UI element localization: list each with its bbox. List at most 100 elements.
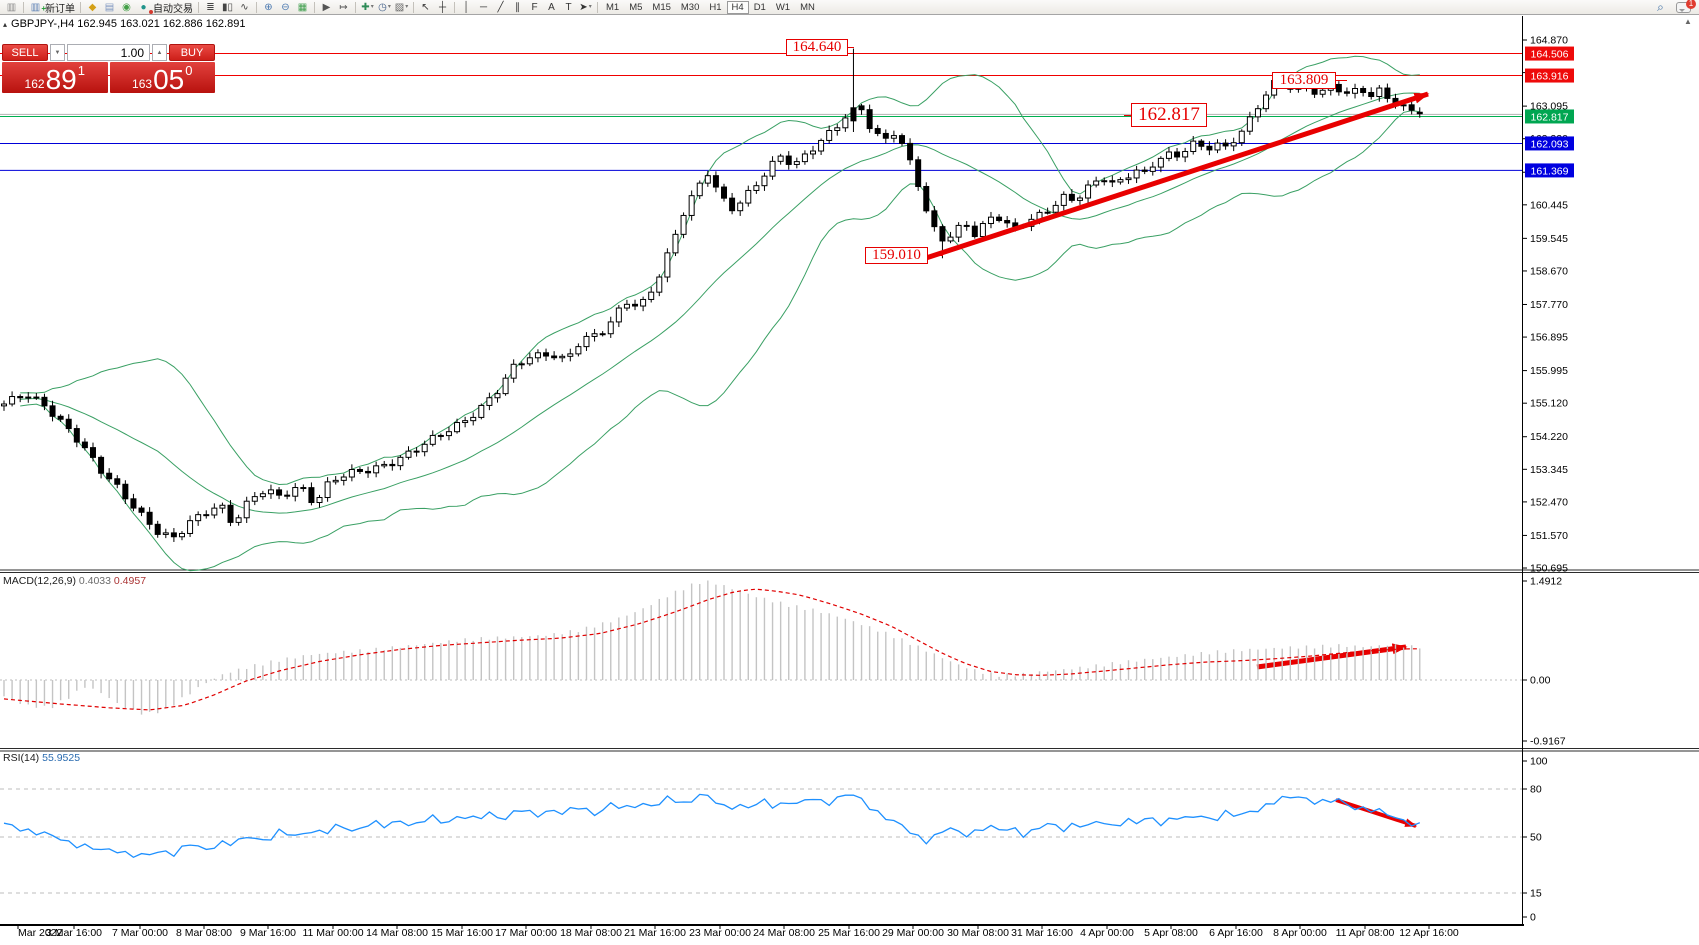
cursor-icon[interactable]: ↖: [421, 1, 430, 13]
svg-text:50: 50: [1530, 832, 1542, 844]
crosshair-icon[interactable]: ┼: [438, 1, 447, 13]
annotation-159010[interactable]: 159.010: [865, 247, 928, 264]
trend-arrows[interactable]: [925, 91, 1430, 828]
svg-text:162.093: 162.093: [1531, 138, 1569, 150]
pane-frame: [0, 16, 1699, 926]
svg-text:21 Mar 16:00: 21 Mar 16:00: [624, 927, 686, 939]
new-order-icon-label[interactable]: 新订单: [45, 3, 75, 15]
svg-text:159.545: 159.545: [1530, 233, 1568, 245]
svg-text:164.870: 164.870: [1530, 35, 1568, 47]
text-icon[interactable]: A: [548, 1, 555, 13]
ask-price-panel[interactable]: 163 05 0: [109, 62, 215, 93]
svg-text:153.345: 153.345: [1530, 464, 1568, 476]
indicators-icon[interactable]: ✚ ▾: [361, 1, 374, 13]
signals-icon[interactable]: ◉: [122, 1, 131, 13]
svg-text:14 Mar 08:00: 14 Mar 08:00: [366, 927, 428, 939]
macd-label: MACD(12,26,9) 0.4033 0.4957: [3, 575, 147, 587]
macd-main-value: 0.4033: [78, 575, 111, 587]
notifications-icon[interactable]: 1: [1675, 0, 1696, 14]
svg-text:155.120: 155.120: [1530, 398, 1568, 410]
hline-icon[interactable]: ─: [479, 1, 488, 13]
fibonacci-icon[interactable]: F: [531, 1, 538, 13]
bid-pips: 89: [45, 64, 77, 94]
volume-up-stepper[interactable]: ▲: [152, 44, 167, 61]
timeframe-m5[interactable]: M5: [629, 1, 643, 13]
volume-input[interactable]: 1.00: [67, 44, 150, 61]
rsi-pane: [0, 788, 1522, 894]
svg-text:9 Mar 16:00: 9 Mar 16:00: [240, 927, 296, 939]
svg-text:160.445: 160.445: [1530, 199, 1568, 211]
svg-text:Mar 2022: Mar 2022: [18, 927, 63, 939]
trendline-icon[interactable]: ╱: [497, 1, 504, 13]
channel-icon[interactable]: ∥: [515, 1, 520, 13]
notification-badge: 1: [1686, 0, 1696, 9]
chart-window-icon[interactable]: ▥: [6, 1, 17, 13]
annotation-162817[interactable]: 162.817: [1131, 103, 1207, 127]
svg-text:5 Apr 08:00: 5 Apr 08:00: [1144, 927, 1198, 939]
chart-shift-icon[interactable]: ↦: [339, 1, 348, 13]
rsi-label: RSI(14) 55.9525: [3, 752, 81, 764]
tile-windows-icon[interactable]: ▦: [297, 1, 308, 13]
timeframe-h4[interactable]: H4: [726, 0, 749, 14]
svg-text:158.670: 158.670: [1530, 265, 1568, 277]
candles-icon[interactable]: ▮▯: [221, 1, 233, 13]
line-chart-icon[interactable]: ∿: [240, 1, 249, 13]
svg-text:161.369: 161.369: [1531, 165, 1569, 177]
svg-text:15 Mar 16:00: 15 Mar 16:00: [431, 927, 493, 939]
templates-icon[interactable]: ▨ ▾: [394, 1, 409, 13]
macd-pane: [0, 580, 1522, 715]
svg-text:155.995: 155.995: [1530, 365, 1568, 377]
timeframe-m1[interactable]: M1: [606, 1, 620, 13]
market-watch-icon[interactable]: ◆: [88, 1, 97, 13]
price-badges: 164.506 163.916 162.817 162.093 161.369: [1525, 46, 1574, 178]
arrows-icon[interactable]: ➤ ▾: [579, 1, 592, 13]
ohlc-bars-icon[interactable]: ≣: [206, 1, 215, 13]
timeframe-w1[interactable]: W1: [775, 1, 791, 13]
timeframe-h1[interactable]: H1: [709, 1, 722, 13]
svg-text:18 Mar 08:00: 18 Mar 08:00: [560, 927, 622, 939]
ask-whole: 163: [132, 77, 153, 91]
zoom-out-icon[interactable]: ⊖: [281, 1, 290, 13]
svg-text:7 Mar 00:00: 7 Mar 00:00: [112, 927, 168, 939]
ask-frac: 0: [185, 63, 193, 78]
timeframe-m15[interactable]: M15: [652, 1, 671, 13]
timeframe-m30[interactable]: M30: [680, 1, 700, 13]
annotation-164640[interactable]: 164.640: [786, 39, 848, 56]
periods-icon[interactable]: ◷ ▾: [378, 1, 391, 13]
bid-price-panel[interactable]: 162 89 1: [2, 62, 108, 93]
label-icon[interactable]: T: [565, 1, 572, 13]
profile-icon[interactable]: ▤: [104, 1, 115, 13]
svg-text:30 Mar 08:00: 30 Mar 08:00: [947, 927, 1009, 939]
timeframe-d1[interactable]: D1: [753, 1, 766, 13]
sell-button[interactable]: SELL: [2, 44, 48, 61]
buy-button[interactable]: BUY: [169, 44, 215, 61]
svg-text:163.916: 163.916: [1531, 71, 1569, 83]
svg-text:8 Mar 08:00: 8 Mar 08:00: [176, 927, 232, 939]
bid-whole: 162: [24, 77, 45, 91]
svg-text:80: 80: [1530, 784, 1542, 796]
macd-signal-value: 0.4957: [113, 575, 147, 587]
svg-text:25 Mar 16:00: 25 Mar 16:00: [818, 927, 880, 939]
auto-trading-icon[interactable]: ●: [135, 1, 153, 14]
auto-trading-icon-label[interactable]: 自动交易: [153, 3, 193, 15]
volume-down-stepper[interactable]: ▼: [50, 44, 65, 61]
new-order-icon[interactable]: ▥ +: [30, 1, 46, 13]
svg-text:3 Mar 16:00: 3 Mar 16:00: [46, 927, 102, 939]
svg-text:152.470: 152.470: [1530, 496, 1568, 508]
search-icon[interactable]: ⌕: [1657, 0, 1664, 14]
scroll-up-icon[interactable]: ▲: [1684, 17, 1692, 26]
timeframe-mn[interactable]: MN: [800, 1, 815, 13]
svg-text:156.895: 156.895: [1530, 332, 1568, 344]
rsi-value: 55.9525: [42, 752, 81, 764]
zoom-in-icon[interactable]: ⊕: [264, 1, 273, 13]
annotation-163809[interactable]: 163.809: [1272, 72, 1336, 89]
svg-text:164.506: 164.506: [1531, 49, 1569, 61]
chart-title: ▴ GBPJPY-,H4 162.945 163.021 162.886 162…: [3, 18, 245, 30]
svg-text:23 Mar 00:00: 23 Mar 00:00: [689, 927, 751, 939]
svg-text:151.570: 151.570: [1530, 530, 1568, 542]
svg-text:100: 100: [1530, 756, 1548, 768]
auto-scroll-icon[interactable]: ▶: [322, 1, 331, 13]
svg-text:11 Mar 00:00: 11 Mar 00:00: [302, 927, 363, 939]
vline-icon[interactable]: │: [463, 1, 470, 13]
